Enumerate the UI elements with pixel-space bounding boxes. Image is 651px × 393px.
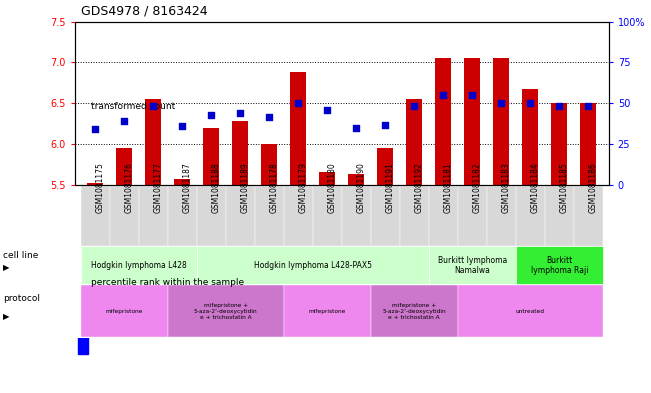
- Text: transformed count: transformed count: [91, 102, 175, 110]
- Point: [206, 112, 216, 119]
- FancyBboxPatch shape: [81, 285, 168, 338]
- Bar: [516, 185, 545, 246]
- FancyBboxPatch shape: [197, 246, 429, 284]
- Bar: [551, 103, 567, 185]
- Point: [177, 123, 187, 129]
- Text: GSM1081192: GSM1081192: [414, 162, 423, 213]
- FancyBboxPatch shape: [284, 285, 371, 338]
- Text: GSM1081182: GSM1081182: [473, 162, 481, 213]
- Point: [380, 122, 391, 129]
- Text: untreated: untreated: [516, 309, 545, 314]
- Bar: [78, 216, 88, 354]
- Bar: [87, 183, 103, 185]
- Bar: [117, 148, 132, 185]
- Bar: [109, 185, 139, 246]
- Bar: [197, 185, 226, 246]
- Point: [235, 110, 245, 116]
- Bar: [574, 185, 603, 246]
- Text: mifepristone +
5-aza-2'-deoxycytidin
e + trichostatin A: mifepristone + 5-aza-2'-deoxycytidin e +…: [383, 303, 446, 320]
- FancyBboxPatch shape: [458, 285, 603, 338]
- Text: mifepristone: mifepristone: [309, 309, 346, 314]
- Bar: [174, 179, 190, 185]
- Bar: [226, 185, 255, 246]
- FancyBboxPatch shape: [371, 285, 458, 338]
- Text: mifepristone +
5-aza-2'-deoxycytidin
e + trichostatin A: mifepristone + 5-aza-2'-deoxycytidin e +…: [194, 303, 258, 320]
- Point: [409, 103, 419, 110]
- Text: GSM1081176: GSM1081176: [124, 162, 133, 213]
- Text: GSM1081175: GSM1081175: [95, 162, 104, 213]
- Point: [525, 100, 536, 106]
- Bar: [203, 128, 219, 185]
- Bar: [145, 99, 161, 185]
- Point: [119, 118, 130, 124]
- Bar: [348, 174, 365, 185]
- Bar: [436, 58, 451, 185]
- Text: Burkitt
lymphoma Raji: Burkitt lymphoma Raji: [531, 255, 588, 275]
- Bar: [487, 185, 516, 246]
- Text: GSM1081190: GSM1081190: [356, 162, 365, 213]
- Text: GSM1081186: GSM1081186: [589, 162, 598, 213]
- Bar: [400, 185, 429, 246]
- Point: [351, 125, 361, 132]
- Text: GDS4978 / 8163424: GDS4978 / 8163424: [81, 5, 208, 18]
- Point: [583, 103, 594, 109]
- Text: ▶: ▶: [3, 263, 10, 272]
- Bar: [522, 89, 538, 185]
- Text: GSM1081181: GSM1081181: [443, 162, 452, 213]
- Bar: [290, 72, 306, 185]
- Text: GSM1081179: GSM1081179: [298, 162, 307, 213]
- Text: Hodgkin lymphoma L428: Hodgkin lymphoma L428: [91, 261, 187, 270]
- Bar: [458, 185, 487, 246]
- FancyBboxPatch shape: [81, 246, 197, 284]
- Bar: [232, 121, 248, 185]
- Bar: [139, 185, 168, 246]
- Bar: [429, 185, 458, 246]
- Bar: [78, 39, 88, 177]
- Text: GSM1081188: GSM1081188: [211, 162, 220, 213]
- Point: [554, 103, 564, 109]
- Point: [293, 100, 303, 106]
- Text: percentile rank within the sample: percentile rank within the sample: [91, 279, 244, 287]
- Bar: [464, 58, 480, 185]
- FancyBboxPatch shape: [516, 246, 603, 284]
- Text: ▶: ▶: [3, 312, 10, 321]
- Bar: [545, 185, 574, 246]
- Point: [90, 126, 100, 132]
- Text: GSM1081180: GSM1081180: [327, 162, 337, 213]
- Point: [496, 100, 506, 106]
- Bar: [406, 99, 422, 185]
- Bar: [319, 173, 335, 185]
- Text: GSM1081185: GSM1081185: [559, 162, 568, 213]
- Point: [467, 92, 478, 98]
- Bar: [261, 144, 277, 185]
- Text: GSM1081187: GSM1081187: [182, 162, 191, 213]
- Bar: [312, 185, 342, 246]
- Text: GSM1081177: GSM1081177: [153, 162, 162, 213]
- Bar: [81, 185, 109, 246]
- Text: Burkitt lymphoma
Namalwa: Burkitt lymphoma Namalwa: [437, 255, 507, 275]
- Bar: [378, 148, 393, 185]
- Bar: [581, 103, 596, 185]
- Point: [148, 103, 158, 109]
- Text: GSM1081183: GSM1081183: [501, 162, 510, 213]
- FancyBboxPatch shape: [429, 246, 516, 284]
- FancyBboxPatch shape: [168, 285, 284, 338]
- Text: GSM1081189: GSM1081189: [240, 162, 249, 213]
- Text: mifepristone: mifepristone: [105, 309, 143, 314]
- Text: GSM1081178: GSM1081178: [270, 162, 278, 213]
- Point: [438, 92, 449, 98]
- Text: Hodgkin lymphoma L428-PAX5: Hodgkin lymphoma L428-PAX5: [254, 261, 372, 270]
- Text: protocol: protocol: [3, 294, 40, 303]
- Bar: [371, 185, 400, 246]
- Text: GSM1081191: GSM1081191: [385, 162, 395, 213]
- Bar: [255, 185, 284, 246]
- Bar: [168, 185, 197, 246]
- Bar: [284, 185, 312, 246]
- Bar: [342, 185, 371, 246]
- Text: GSM1081184: GSM1081184: [531, 162, 539, 213]
- Point: [264, 114, 275, 120]
- Text: cell line: cell line: [3, 251, 38, 260]
- Point: [322, 107, 333, 113]
- Bar: [493, 58, 509, 185]
